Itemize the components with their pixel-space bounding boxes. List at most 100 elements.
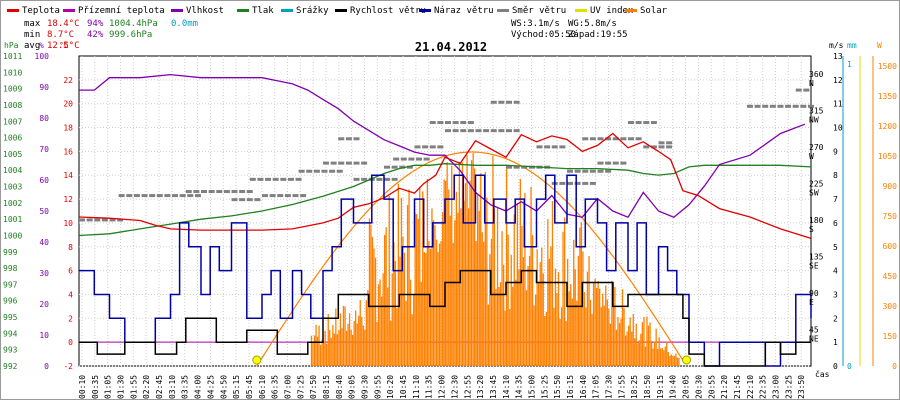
solar-bar	[324, 330, 326, 366]
solar-bar	[310, 335, 313, 366]
temperature-tick: 14	[63, 171, 73, 180]
pressure-tick: 1009	[3, 85, 22, 94]
wind-direction-mark	[582, 169, 589, 173]
wind-direction-mark	[521, 165, 528, 169]
solar-bar	[527, 266, 529, 366]
wind-direction-mark	[597, 169, 604, 173]
wind-direction-mark	[393, 157, 400, 161]
solar-bar	[486, 197, 488, 366]
wind-direction-mark	[513, 100, 520, 104]
solar-bar	[570, 284, 572, 366]
wind-direction-mark	[149, 194, 156, 198]
wind-gust-line	[79, 174, 812, 367]
wind-direction-mark	[666, 145, 673, 149]
x-tick-label: 17:30	[605, 375, 614, 399]
solar-bar	[315, 324, 317, 366]
legend-swatch	[625, 9, 637, 12]
wind-speed-tick: 2	[833, 314, 838, 323]
pressure-tick: 1008	[3, 101, 22, 110]
temperature-tick: -2	[63, 362, 73, 371]
x-tick-label: 08:40	[335, 375, 344, 399]
legend-swatch	[575, 9, 587, 12]
solar-bar	[567, 258, 569, 366]
solar-bar	[573, 239, 575, 366]
solar-bar	[435, 239, 438, 366]
wind-direction-mark	[384, 165, 390, 169]
wind-direction-tick: 225	[809, 179, 824, 188]
solar-bar	[321, 339, 323, 366]
wind-direction-mark	[544, 145, 551, 149]
solar-bar	[626, 331, 628, 366]
solar-bar	[667, 352, 669, 366]
solar-bar	[483, 241, 485, 366]
wind-direction-mark	[582, 137, 589, 141]
solar-bar	[585, 307, 587, 366]
stat-max-hum: 94%	[87, 19, 104, 29]
wind-direction-tick: S	[809, 225, 814, 234]
solar-bar	[663, 350, 665, 366]
wind-direction-mark	[506, 129, 512, 133]
solar-bar	[495, 288, 497, 366]
legend-label: Vlhkost	[186, 6, 224, 16]
wind-direction-tick: NE	[809, 334, 819, 343]
wind-direction-mark	[287, 177, 294, 181]
solar-bar	[670, 354, 672, 366]
wind-direction-tick: SW	[809, 188, 819, 197]
solar-bar	[359, 300, 361, 366]
solar-bar	[605, 285, 607, 366]
pressure-tick: 995	[3, 313, 18, 322]
solar-bar	[326, 343, 328, 366]
solar-bar	[413, 294, 415, 366]
solar-bar	[643, 316, 645, 366]
solar-bar	[618, 323, 621, 366]
wind-direction-mark	[422, 145, 429, 149]
solar-bar	[510, 254, 512, 366]
solar-bar	[387, 287, 389, 366]
wind-direction-mark	[498, 129, 505, 133]
wind-direction-mark	[376, 177, 383, 181]
wind-direction-mark	[269, 194, 276, 198]
wind-direction-tick: 135	[809, 252, 824, 261]
x-tick-label: 13:45	[489, 375, 498, 399]
wind-direction-mark	[313, 169, 320, 173]
stat-max-label: max	[24, 19, 41, 29]
wind-direction-mark	[597, 137, 604, 141]
stat-max-press: 1004.4hPa	[109, 19, 158, 29]
solar-bar	[518, 269, 520, 366]
solar-bar	[333, 333, 335, 366]
wind-direction-mark	[353, 161, 360, 165]
wind-direction-mark	[777, 104, 784, 108]
wind-direction-mark	[807, 104, 814, 108]
x-tick-label: 09:30	[361, 375, 370, 399]
solar-bar	[323, 341, 325, 366]
x-tick-label: 09:55	[373, 375, 382, 399]
wind-direction-mark	[574, 169, 581, 173]
solar-bar	[336, 334, 338, 366]
solar-bar	[478, 210, 480, 366]
solar-bar	[501, 231, 503, 366]
wind-direction-mark	[400, 157, 407, 161]
x-tick-label: 10:45	[399, 375, 408, 399]
solar-bar	[367, 290, 369, 366]
wind-direction-mark	[298, 169, 305, 173]
solar-bar	[440, 241, 442, 366]
wind-direction-mark	[513, 165, 520, 169]
wind-speed-tick: 11	[833, 100, 843, 109]
humidity-line	[79, 73, 806, 219]
solar-bar	[339, 313, 342, 366]
humidity-unit: %	[39, 41, 44, 50]
wind-direction-mark	[208, 190, 215, 194]
wind-direction-mark	[399, 165, 406, 169]
solar-bar	[591, 313, 593, 366]
solar-bar	[588, 255, 590, 366]
solar-bar	[454, 220, 456, 366]
wind-speed-tick: 6	[833, 219, 838, 228]
solar-bar	[402, 236, 404, 366]
wind-direction-mark	[336, 169, 343, 173]
wind-direction-mark	[323, 161, 329, 165]
solar-bar	[335, 308, 337, 366]
solar-bar	[653, 341, 656, 366]
wind-direction-mark	[117, 218, 124, 222]
wind-direction-mark	[792, 104, 799, 108]
wind-direction-mark	[620, 161, 627, 165]
